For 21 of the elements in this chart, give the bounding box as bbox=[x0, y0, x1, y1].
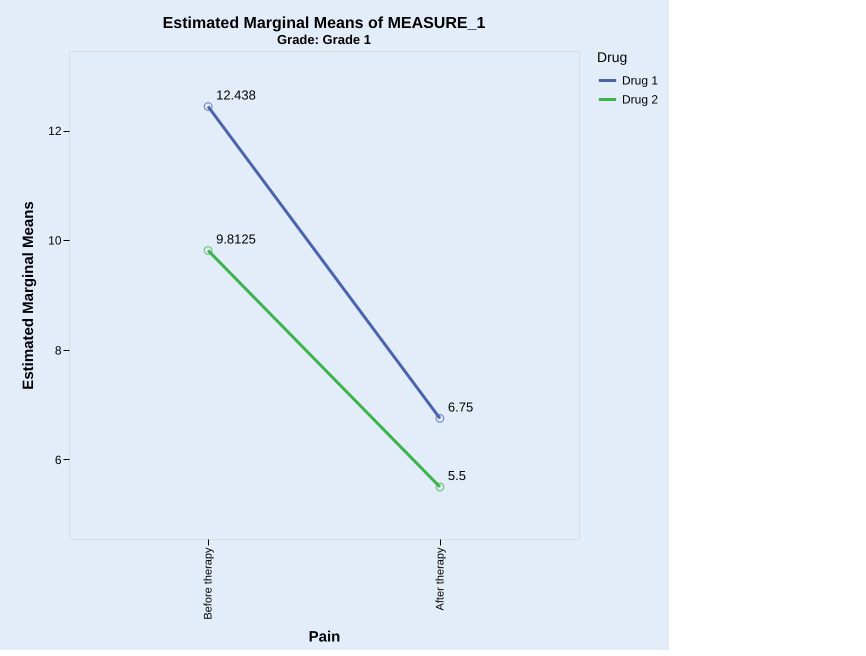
point bbox=[204, 102, 213, 111]
legend-title: Drug bbox=[597, 49, 628, 65]
chart-subtitle: Grade: Grade 1 bbox=[277, 32, 371, 47]
y-tick-label: 12 bbox=[48, 124, 62, 138]
legend-label: Drug 1 bbox=[622, 74, 658, 88]
legend-label: Drug 2 bbox=[622, 92, 658, 106]
y-tick-label: 8 bbox=[54, 343, 62, 358]
y-axis-title: Estimated Marginal Means bbox=[20, 201, 38, 390]
point bbox=[435, 482, 444, 492]
y-tick-label: 6 bbox=[54, 452, 62, 467]
x-axis-title: Pain bbox=[308, 628, 340, 646]
data-label: 12.438 bbox=[216, 87, 256, 102]
data-label: 6.75 bbox=[448, 399, 474, 414]
x-tick-label: Before therapy bbox=[202, 547, 215, 620]
data-label: 5.5 bbox=[448, 468, 466, 483]
data-label: 9.8125 bbox=[216, 231, 256, 246]
y-tick-label: 10 bbox=[48, 234, 62, 248]
point bbox=[204, 246, 213, 255]
point bbox=[435, 414, 444, 423]
chart-title: Estimated Marginal Means of MEASURE_1 bbox=[162, 15, 486, 32]
x-tick-label: After therapy bbox=[434, 547, 446, 610]
